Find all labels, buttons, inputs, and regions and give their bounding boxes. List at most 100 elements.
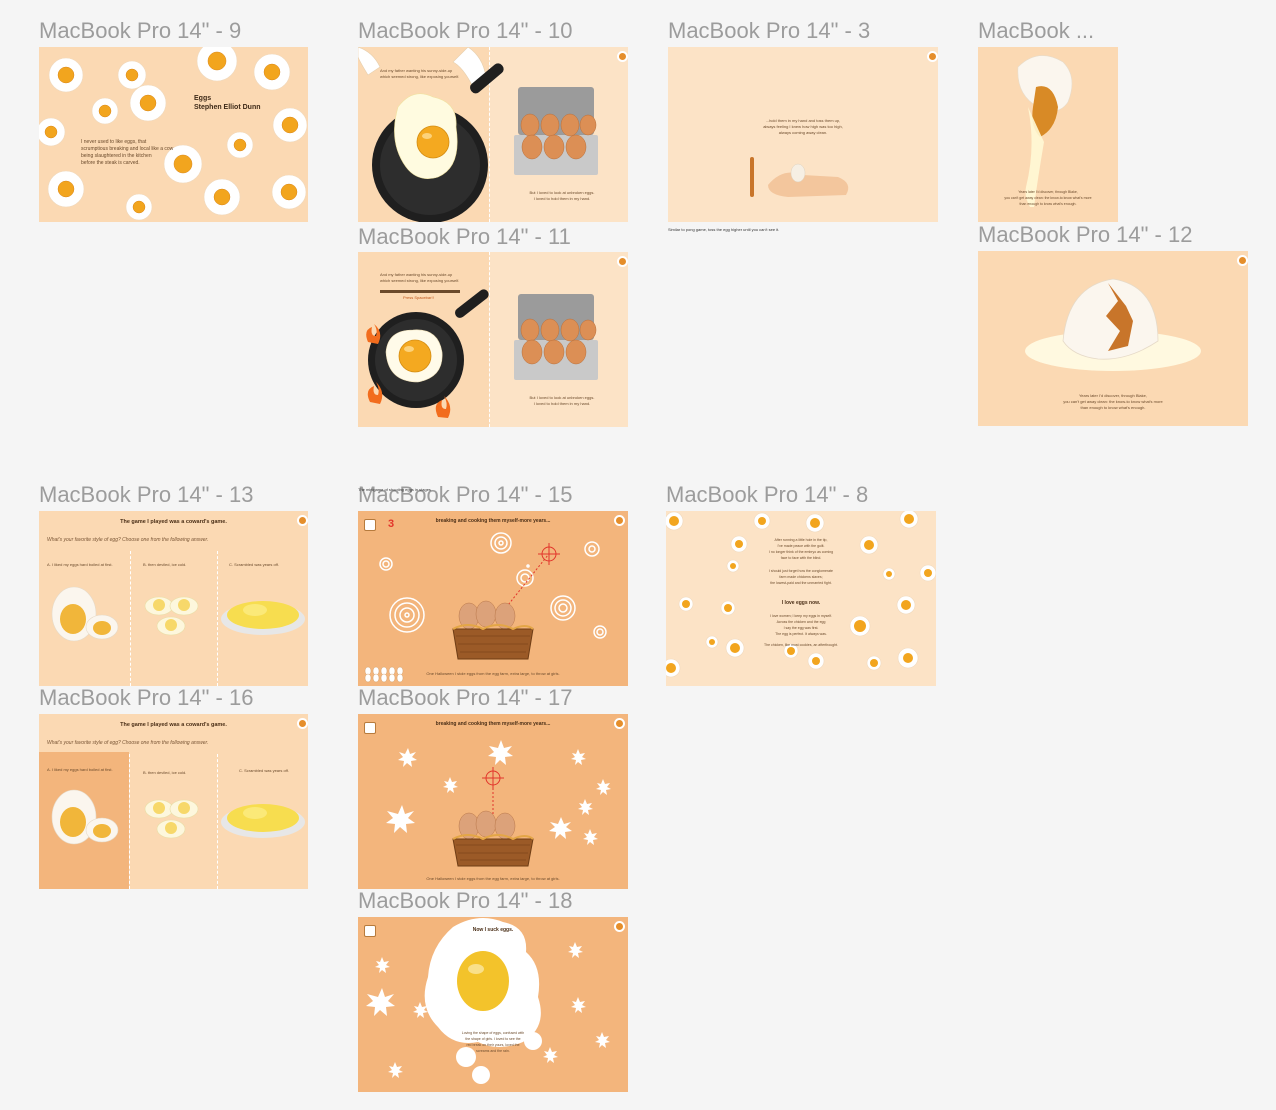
frame-11-dot (617, 256, 628, 267)
frame-15-caption: The minigame of shooting eggs in stages (358, 487, 431, 492)
text-line: I should just forget how the conglomerat… (768, 569, 833, 573)
text-line: The chicken, like most cookies, an after… (764, 643, 838, 647)
minigame-bottom-text: One Halloween I stole eggs from the egg … (426, 876, 560, 881)
cracked-egg-illustration (1017, 55, 1073, 207)
frame-label-3[interactable]: MacBook Pro 14" - 3 (668, 18, 871, 43)
option-b[interactable]: B. then deviled, ice cold. (143, 562, 187, 567)
frying-pan-fire-illustration (366, 289, 598, 418)
page-title: Now I suck eggs. (472, 927, 514, 933)
text-line: than enough to know what's enough. (1019, 202, 1077, 206)
text-line: Across the chicken and the egg (776, 620, 826, 624)
frame-label-16[interactable]: MacBook Pro 14" - 16 (39, 685, 254, 710)
egg-basket-icon (364, 722, 376, 734)
frame-16-dot (297, 718, 308, 729)
text-line: But I loved to look at unbroken eggs. (529, 395, 595, 400)
text-line: And my father wanting his sunny-side-up (380, 272, 453, 277)
question-title: The game I played was a coward's game. (120, 519, 227, 525)
hand-with-egg-illustration (750, 157, 849, 197)
frame-8[interactable]: After running a little hole in the tip, … (666, 511, 936, 686)
text-line: Years later I'd discover, through Blake, (1018, 190, 1078, 194)
shooting-minigame-illustration (364, 532, 607, 683)
frying-pan-illustration (358, 47, 598, 222)
text-line: I no longer think of the embryo as comin… (768, 550, 834, 554)
frame-3[interactable]: ...hold them in my hand and toss them up… (668, 47, 938, 222)
egg-options-illustration (51, 586, 305, 642)
text-line: The egg is perfect. It always was. (775, 632, 827, 636)
frame-10[interactable]: And my father wanting his sunny-side-up … (358, 47, 628, 222)
frame-12-dot (1237, 255, 1248, 266)
frame-label-12[interactable]: MacBook Pro 14" - 12 (978, 222, 1193, 247)
body-line: being slaughtered in the kitchen (81, 153, 152, 159)
book-author: Stephen Elliot Dunn (194, 104, 261, 111)
text-line: always feeling I knew how high was too h… (763, 124, 843, 129)
text-line: than enough to know what's enough. (1080, 405, 1146, 410)
text-line: the lowest-paid and the unmarried fight. (770, 581, 832, 585)
text-line: After running a little hole in the tip, (774, 538, 828, 542)
text-line: red break on their yours, loved the (466, 1043, 520, 1047)
frame-17[interactable]: breaking and cooking them myself-more ye… (358, 714, 628, 889)
body-line: I never used to like eggs, that (81, 139, 147, 145)
text-line: face to face with the blind. (780, 556, 822, 560)
option-b[interactable]: B. then deviled, ice cold. (143, 770, 187, 775)
text-line: I say the egg was first. (783, 626, 819, 630)
egg-basket-icon (364, 925, 376, 937)
frame-10-dot (617, 51, 628, 62)
big-fried-egg-illustration (366, 918, 610, 1084)
egg-basket-icon (364, 519, 376, 531)
frame-16[interactable]: The game I played was a coward's game. W… (39, 714, 308, 889)
text-line: Loving the shape of eggs, confused with (461, 1031, 525, 1035)
option-c[interactable]: C. Scrambled was years off. (229, 562, 279, 567)
frame-15-dot (614, 515, 625, 526)
text-line: ...hold them in my hand and toss them up… (765, 118, 841, 123)
minigame-bottom-text: One Halloween I stole eggs from the egg … (426, 671, 560, 676)
frame-18-dot (614, 921, 625, 932)
question-prompt: What's your favorite style of egg? Choos… (47, 740, 209, 746)
frame-label-17[interactable]: MacBook Pro 14" - 17 (358, 685, 573, 710)
score-counter: 3 (388, 518, 395, 530)
splatter-minigame-illustration (386, 740, 611, 867)
option-a[interactable]: A. I liked my eggs hard boiled at first. (47, 562, 113, 567)
frame-13-dot (297, 515, 308, 526)
text-line: I've made peace with the guilt. (777, 544, 825, 548)
option-a[interactable]: A. I liked my eggs hard boiled at first. (47, 767, 113, 772)
frame-label-13[interactable]: MacBook Pro 14" - 13 (39, 482, 254, 507)
frame-label-15[interactable]: MacBook Pro 14" - 15 (358, 482, 573, 507)
text-line: you can't get away clean: the know-to kn… (1004, 196, 1092, 200)
frame-label-9[interactable]: MacBook Pro 14" - 9 (39, 18, 242, 43)
text-line: the shape of girls. I loved to see the (465, 1037, 521, 1041)
question-prompt: What's your favorite style of egg? Choos… (47, 537, 209, 543)
question-title: The game I played was a coward's game. (120, 722, 227, 728)
press-spacebar-hint: Press Spacebar!! (403, 295, 434, 300)
text-line: I loved to hold them in my hand. (533, 401, 591, 406)
text-line: you can't get away clean: the know-to kn… (1063, 399, 1163, 404)
frame-label-18[interactable]: MacBook Pro 14" - 18 (358, 888, 573, 913)
frame-label-11[interactable]: MacBook Pro 14" - 11 (358, 224, 571, 249)
frame-macbook[interactable]: Years later I'd discover, through Blake,… (978, 47, 1118, 222)
heading: I love eggs now. (781, 600, 821, 606)
body-line: before the steak is carved. (81, 160, 140, 166)
frame-label-macbook[interactable]: MacBook ... (978, 18, 1095, 43)
frame-18[interactable]: Now I suck eggs. Loving the shape of egg… (358, 917, 628, 1092)
frame-label-8[interactable]: MacBook Pro 14" - 8 (666, 482, 869, 507)
text-line: Years later I'd discover, through Blake, (1079, 393, 1147, 398)
text-line: I love women; I keep my eggs in myself. (769, 614, 833, 618)
text-line: always coming away clean. (778, 130, 828, 135)
body-line: scrumptious breaking and local like a co… (81, 146, 174, 152)
text-line: which seemed strong, like exposing yours… (380, 278, 460, 283)
frame-13[interactable]: The game I played was a coward's game. W… (39, 511, 308, 686)
option-c[interactable]: C. Scrambled was years off. (239, 768, 289, 773)
text-line: But I loved to look at unbroken eggs. (529, 190, 595, 195)
text-line: screams and the rain. (476, 1049, 510, 1053)
fried-eggs-illustration (39, 47, 308, 221)
text-line: And my father wanting his sunny-side-up (380, 68, 453, 73)
minigame-title: breaking and cooking them myself-more ye… (435, 518, 551, 524)
frame-12[interactable]: Years later I'd discover, through Blake,… (978, 251, 1248, 426)
frame-11[interactable]: And my father wanting his sunny-side-up … (358, 252, 628, 427)
frame-15[interactable]: 3 breaking and cooking them myself-more … (358, 511, 628, 686)
frame-9[interactable]: Eggs Stephen Elliot Dunn I never used to… (39, 47, 308, 222)
egg-options-illustration (51, 789, 305, 845)
heart-eggs-illustration (666, 511, 936, 678)
frame-17-dot (614, 718, 625, 729)
design-note: Similar to pong game, toss the egg highe… (668, 227, 780, 232)
frame-label-10[interactable]: MacBook Pro 14" - 10 (358, 18, 573, 43)
